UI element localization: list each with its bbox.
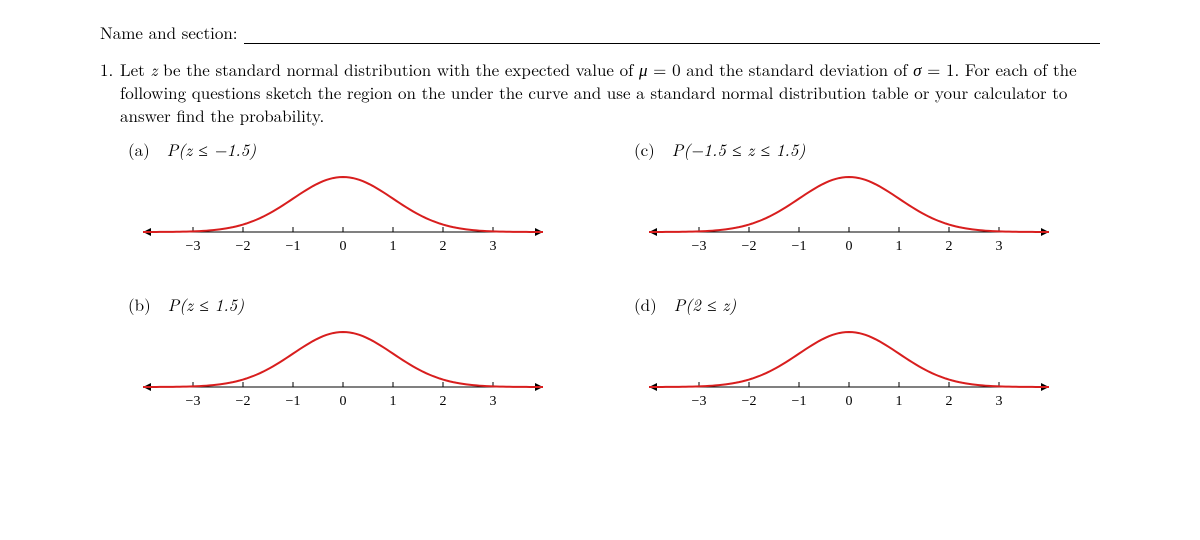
prob-expr: (z ≤ 1.5): [179, 292, 244, 316]
svg-text:3: 3: [490, 394, 497, 409]
svg-text:−3: −3: [692, 239, 707, 254]
part-a: (a) P(z ≤ −1.5) −3 −2 −1 0 1 2 3: [128, 137, 594, 262]
prob-P: P: [167, 137, 179, 161]
prob-P: P: [672, 137, 684, 161]
normal-curve-c: −3 −2 −1 0 1 2 3: [634, 167, 1064, 262]
svg-text:3: 3: [996, 394, 1003, 409]
prob-expr: (−1.5 ≤ z ≤ 1.5): [683, 137, 805, 161]
svg-text:−3: −3: [186, 394, 201, 409]
svg-text:−2: −2: [236, 239, 251, 254]
name-section-line: Name and section:: [100, 20, 1100, 44]
part-d-label: (d) P(2 ≤ z): [634, 292, 1100, 316]
svg-text:0: 0: [340, 239, 347, 254]
normal-curve-d: −3 −2 −1 0 1 2 3: [634, 322, 1064, 417]
svg-text:−1: −1: [286, 239, 301, 254]
svg-text:−2: −2: [236, 394, 251, 409]
svg-text:−3: −3: [692, 394, 707, 409]
normal-curve-b: −3 −2 −1 0 1 2 3: [128, 322, 558, 417]
svg-text:−1: −1: [792, 239, 807, 254]
svg-text:2: 2: [946, 394, 953, 409]
txt: = 0: [648, 57, 681, 81]
svg-text:−1: −1: [286, 394, 301, 409]
problem-1: 1. Let z be the standard normal distribu…: [100, 58, 1100, 127]
svg-text:2: 2: [440, 394, 447, 409]
part-d: (d) P(2 ≤ z) −3 −2 −1 0 1 2 3: [634, 292, 1100, 417]
name-section-label: Name and section:: [100, 20, 238, 44]
part-marker: (c): [634, 137, 655, 161]
svg-text:3: 3: [490, 239, 497, 254]
svg-text:0: 0: [846, 394, 853, 409]
svg-text:0: 0: [340, 394, 347, 409]
svg-text:−2: −2: [742, 394, 757, 409]
txt: be the standard normal distribution with…: [157, 57, 639, 81]
svg-text:0: 0: [846, 239, 853, 254]
svg-text:1: 1: [896, 394, 903, 409]
prob-expr: (2 ≤ z): [685, 292, 736, 316]
prob-P: P: [168, 292, 180, 316]
part-a-label: (a) P(z ≤ −1.5): [128, 137, 594, 161]
svg-text:−3: −3: [186, 239, 201, 254]
part-marker: (b): [128, 292, 151, 316]
var-mu: μ: [639, 57, 648, 81]
svg-text:2: 2: [946, 239, 953, 254]
txt: and the standard deviation of: [681, 57, 914, 81]
prob-expr: (z ≤ −1.5): [178, 137, 256, 161]
name-section-rule: [244, 26, 1101, 44]
svg-text:−1: −1: [792, 394, 807, 409]
part-marker: (a): [128, 137, 150, 161]
problem-text: Let z be the standard normal distributio…: [120, 58, 1100, 127]
problem-number: 1.: [100, 58, 120, 127]
part-c-label: (c) P(−1.5 ≤ z ≤ 1.5): [634, 137, 1100, 161]
svg-text:1: 1: [390, 239, 397, 254]
svg-text:3: 3: [996, 239, 1003, 254]
part-b: (b) P(z ≤ 1.5) −3 −2 −1 0 1 2 3: [128, 292, 594, 417]
part-b-label: (b) P(z ≤ 1.5): [128, 292, 594, 316]
parts-grid: (a) P(z ≤ −1.5) −3−2−10123 (c) P(−1.5 ≤ …: [128, 137, 1100, 417]
part-c: (c) P(−1.5 ≤ z ≤ 1.5) −3 −2 −1 0 1 2 3: [634, 137, 1100, 262]
part-marker: (d): [634, 292, 657, 316]
svg-text:−2: −2: [742, 239, 757, 254]
prob-P: P: [674, 292, 686, 316]
txt: Let: [120, 57, 150, 81]
svg-text:1: 1: [896, 239, 903, 254]
svg-text:2: 2: [440, 239, 447, 254]
normal-curve-a: −3 −2 −1 0 1 2 3: [128, 167, 558, 262]
svg-text:1: 1: [390, 394, 397, 409]
txt: = 1.: [921, 57, 959, 81]
